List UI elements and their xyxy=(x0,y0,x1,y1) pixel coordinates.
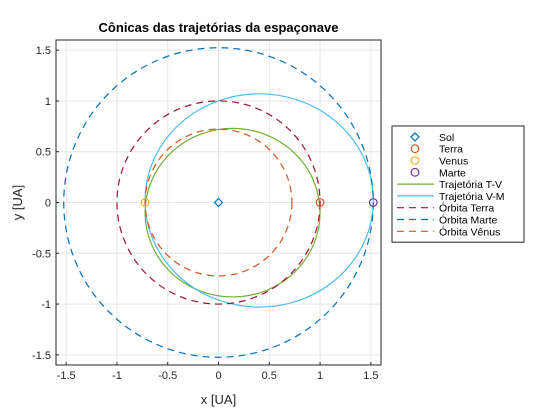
axis-ticks: -1.5 -1 -0.5 0 0.5 1 1.5 -1.5 -1 -0.5 0 0.5 1 1.5 xyxy=(32,45,378,382)
legend-venus-label: Venus xyxy=(439,156,468,168)
y-tick-label: -1 xyxy=(41,299,51,311)
series-orbita-terra-curve xyxy=(116,100,321,305)
legend-terra-label: Terra xyxy=(439,144,463,156)
x-tick-label: 0.5 xyxy=(262,370,277,382)
y-tick-label: -1.5 xyxy=(32,350,51,362)
x-tick-label: 1 xyxy=(317,370,323,382)
plot-markers xyxy=(140,197,378,208)
x-axis-label: x [UA] xyxy=(201,392,236,407)
x-tick-label: 1.5 xyxy=(363,370,378,382)
x-tick-label: -1.5 xyxy=(57,370,76,382)
legend-marte-label: Marte xyxy=(439,167,466,179)
series-venus-marker xyxy=(140,198,150,207)
plot-curves xyxy=(63,47,374,358)
legend-venus-marker xyxy=(410,156,420,165)
chart-title: Cônicas das trajetórias da espaçonave xyxy=(99,20,339,35)
y-tick-label: 0.5 xyxy=(36,147,51,159)
x-tick-label: -1 xyxy=(112,370,122,382)
y-tick-label: 1.5 xyxy=(36,45,51,57)
y-axis-label: y [UA] xyxy=(10,185,25,220)
y-tick-label: -0.5 xyxy=(32,248,51,260)
x-tick-label: -0.5 xyxy=(158,370,177,382)
series-terra-marker xyxy=(315,198,325,207)
legend-orbita-venus-label: Órbita Vênus xyxy=(439,225,500,238)
legend-terra-marker xyxy=(410,144,420,154)
legend-marte-marker xyxy=(410,167,420,177)
legend-sol-marker xyxy=(410,132,420,142)
legend-orbita-terra-label: Órbita Terra xyxy=(439,202,494,215)
series-marte-marker xyxy=(368,198,378,207)
legend-orbita-marte-label: Órbita Marte xyxy=(439,214,498,227)
legend-trajetoria-t-v-label: Trajetória T-V xyxy=(439,179,502,191)
legend-sol-label: Sol xyxy=(439,132,454,144)
y-tick-label: 0 xyxy=(45,198,51,210)
series-trajetoria-t-v-curve xyxy=(144,127,321,298)
x-tick-label: 0 xyxy=(215,370,221,382)
series-sol-marker xyxy=(213,197,224,208)
series-orbita-marte-curve xyxy=(63,47,374,358)
y-tick-label: 1 xyxy=(45,96,51,108)
series-orbita-venus-curve xyxy=(144,128,293,277)
legend-trajetoria-v-m-label: Trajetória V-M xyxy=(439,191,505,203)
